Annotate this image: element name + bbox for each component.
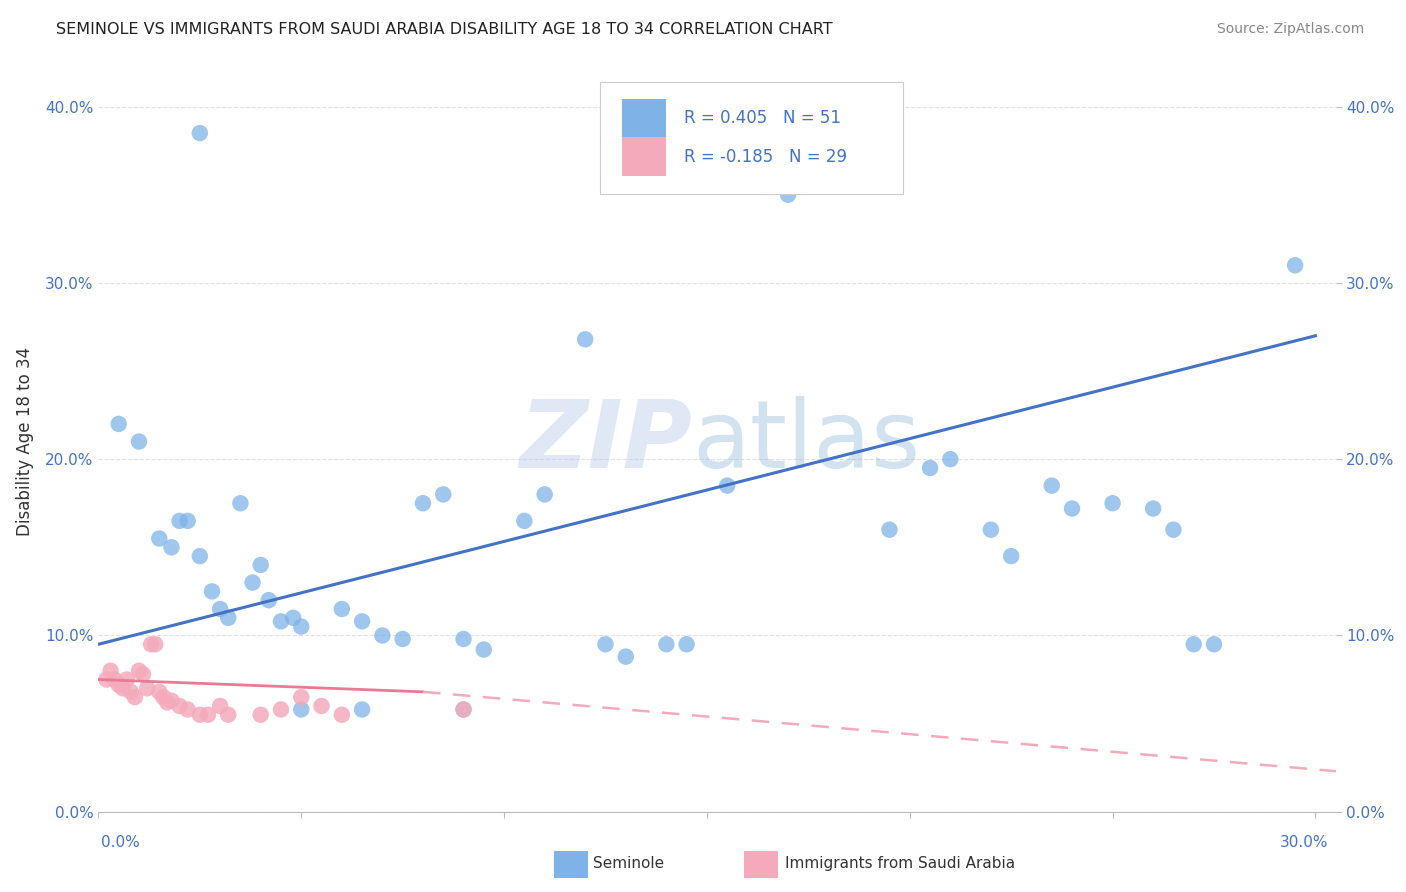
Point: [124, 690, 146, 705]
Point: [1142, 501, 1164, 516]
Point: [352, 702, 374, 716]
Point: [290, 690, 312, 705]
Point: [217, 707, 239, 722]
Point: [242, 575, 264, 590]
Point: [132, 667, 155, 681]
Point: [111, 681, 134, 696]
Point: [176, 514, 198, 528]
Point: [107, 417, 129, 431]
Point: [209, 602, 232, 616]
Point: [270, 615, 292, 629]
Point: [311, 698, 333, 713]
Text: ZIP: ZIP: [519, 395, 692, 488]
Point: [675, 637, 697, 651]
Point: [160, 694, 183, 708]
FancyBboxPatch shape: [621, 99, 666, 137]
Point: [1284, 258, 1306, 272]
Point: [188, 126, 211, 140]
Text: R = 0.405   N = 51: R = 0.405 N = 51: [683, 109, 841, 127]
Point: [330, 707, 353, 722]
Point: [1060, 501, 1083, 516]
Point: [918, 461, 941, 475]
Point: [104, 673, 127, 687]
Y-axis label: Disability Age 18 to 34: Disability Age 18 to 34: [15, 347, 34, 536]
Point: [472, 642, 495, 657]
Point: [716, 478, 738, 492]
Point: [188, 549, 211, 563]
Point: [143, 637, 166, 651]
Point: [290, 619, 312, 633]
Text: 0.0%: 0.0%: [101, 836, 141, 850]
Point: [249, 707, 271, 722]
Point: [614, 649, 637, 664]
Point: [1163, 523, 1185, 537]
Point: [136, 681, 159, 696]
Point: [96, 673, 118, 687]
Point: [1040, 478, 1063, 492]
Point: [156, 695, 179, 709]
Point: [169, 698, 191, 713]
Point: [453, 702, 475, 716]
Point: [160, 541, 183, 555]
Text: Source: ZipAtlas.com: Source: ZipAtlas.com: [1216, 22, 1364, 37]
Text: Immigrants from Saudi Arabia: Immigrants from Saudi Arabia: [785, 856, 1015, 871]
Point: [141, 637, 163, 651]
Point: [776, 187, 799, 202]
Point: [391, 632, 413, 646]
Text: SEMINOLE VS IMMIGRANTS FROM SAUDI ARABIA DISABILITY AGE 18 TO 34 CORRELATION CHA: SEMINOLE VS IMMIGRANTS FROM SAUDI ARABIA…: [56, 22, 832, 37]
Point: [939, 452, 962, 467]
Point: [330, 602, 353, 616]
Point: [100, 664, 122, 678]
Point: [352, 615, 374, 629]
Point: [412, 496, 434, 510]
Point: [655, 637, 678, 651]
Point: [209, 698, 232, 713]
Point: [1202, 637, 1225, 651]
Point: [453, 702, 475, 716]
Point: [533, 487, 555, 501]
Point: [1101, 496, 1123, 510]
Point: [217, 611, 239, 625]
Point: [229, 496, 252, 510]
Point: [176, 702, 198, 716]
Text: atlas: atlas: [692, 395, 921, 488]
Text: Seminole: Seminole: [593, 856, 665, 871]
Point: [169, 514, 191, 528]
Point: [148, 532, 170, 546]
Point: [188, 707, 211, 722]
Point: [249, 558, 271, 572]
Point: [107, 678, 129, 692]
Point: [574, 332, 596, 346]
Point: [270, 702, 292, 716]
Point: [201, 584, 224, 599]
Point: [879, 523, 901, 537]
Point: [980, 523, 1002, 537]
Point: [197, 707, 219, 722]
Point: [281, 611, 304, 625]
Point: [128, 434, 150, 449]
FancyBboxPatch shape: [599, 82, 903, 194]
Point: [595, 637, 617, 651]
Point: [257, 593, 280, 607]
Point: [1182, 637, 1205, 651]
FancyBboxPatch shape: [621, 137, 666, 176]
Point: [152, 690, 174, 705]
Point: [453, 632, 475, 646]
Point: [1000, 549, 1022, 563]
Point: [371, 628, 394, 642]
Text: R = -0.185   N = 29: R = -0.185 N = 29: [683, 147, 846, 166]
Point: [120, 685, 142, 699]
Point: [513, 514, 536, 528]
Point: [148, 685, 170, 699]
Point: [432, 487, 454, 501]
Text: 30.0%: 30.0%: [1281, 836, 1329, 850]
Point: [290, 702, 312, 716]
Point: [128, 664, 150, 678]
Point: [115, 673, 138, 687]
